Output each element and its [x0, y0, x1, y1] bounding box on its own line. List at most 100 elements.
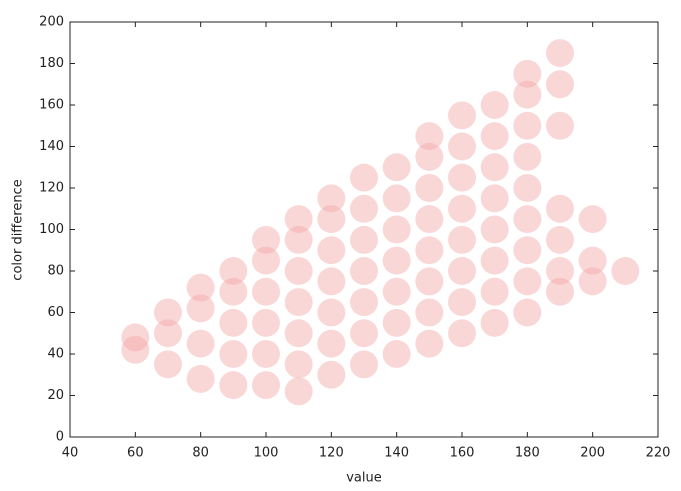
- data-point: [513, 80, 542, 109]
- x-tick-label: 100: [254, 446, 279, 461]
- x-tick-label: 60: [127, 446, 144, 461]
- data-point: [252, 277, 280, 306]
- data-point: [284, 205, 313, 234]
- data-point: [186, 364, 215, 393]
- data-point: [252, 308, 280, 337]
- data-point: [219, 371, 248, 400]
- data-point: [513, 174, 542, 202]
- data-point: [284, 377, 313, 406]
- data-point: [382, 215, 411, 244]
- data-point: [480, 184, 509, 213]
- y-tick-label: 120: [39, 181, 64, 196]
- data-point: [578, 205, 607, 234]
- x-tick-label: 180: [515, 446, 540, 461]
- data-point: [284, 288, 313, 317]
- data-point: [186, 273, 215, 302]
- data-point: [415, 122, 444, 151]
- data-point: [382, 277, 411, 306]
- data-point: [350, 257, 378, 285]
- data-point: [382, 340, 411, 368]
- data-point: [448, 194, 476, 223]
- data-point: [317, 205, 346, 234]
- data-point: [350, 319, 378, 348]
- y-tick-label: 60: [47, 305, 64, 320]
- data-point: [154, 298, 182, 327]
- y-tick-label: 0: [56, 430, 64, 445]
- data-point: [382, 246, 411, 275]
- data-point: [415, 267, 444, 296]
- data-point: [317, 236, 346, 265]
- x-tick-label: 160: [450, 446, 475, 461]
- data-point: [219, 257, 248, 285]
- data-point: [317, 298, 346, 327]
- data-point: [448, 257, 476, 285]
- data-point: [252, 225, 280, 254]
- x-tick-label: 140: [384, 446, 409, 461]
- data-point: [546, 225, 574, 254]
- data-point: [284, 257, 313, 285]
- data-point: [350, 194, 378, 223]
- data-point: [448, 132, 476, 161]
- data-point: [546, 111, 574, 140]
- data-point: [350, 163, 378, 192]
- data-point: [154, 350, 182, 379]
- data-point: [121, 335, 150, 364]
- data-point: [382, 153, 411, 182]
- data-point: [252, 246, 280, 275]
- data-point: [546, 277, 574, 306]
- data-point: [284, 350, 313, 379]
- data-point: [546, 194, 574, 223]
- data-point: [317, 329, 346, 358]
- data-point: [513, 111, 542, 140]
- data-point: [219, 308, 248, 337]
- data-point: [480, 246, 509, 275]
- data-point: [317, 267, 346, 296]
- data-point: [480, 91, 509, 119]
- data-point: [578, 246, 607, 275]
- data-point: [350, 288, 378, 317]
- data-point: [186, 294, 215, 323]
- data-point: [513, 236, 542, 265]
- data-point: [252, 340, 280, 368]
- data-point: [317, 360, 346, 389]
- data-point: [415, 329, 444, 358]
- data-point: [513, 59, 542, 88]
- y-tick-label: 200: [39, 15, 64, 30]
- y-tick-label: 140: [39, 139, 64, 154]
- data-point: [513, 298, 542, 327]
- data-point: [448, 319, 476, 348]
- data-point: [513, 267, 542, 296]
- data-point: [415, 142, 444, 171]
- data-point: [219, 277, 248, 306]
- data-point: [284, 319, 313, 348]
- data-point: [611, 257, 640, 285]
- y-tick-label: 160: [39, 98, 64, 113]
- data-point: [415, 236, 444, 265]
- data-point: [382, 184, 411, 213]
- data-point: [121, 323, 150, 352]
- data-point: [219, 340, 248, 368]
- data-point: [448, 225, 476, 254]
- data-point: [154, 319, 182, 348]
- x-tick-label: 80: [192, 446, 209, 461]
- x-tick-label: 220: [646, 446, 671, 461]
- data-point: [415, 205, 444, 234]
- data-point: [415, 298, 444, 327]
- y-axis-label: color difference: [11, 179, 26, 280]
- data-point: [186, 329, 215, 358]
- data-point: [284, 225, 313, 254]
- data-point: [546, 70, 574, 99]
- y-tick-label: 40: [47, 347, 64, 362]
- data-point: [513, 142, 542, 171]
- data-point: [448, 163, 476, 192]
- data-point: [317, 184, 346, 213]
- y-tick-label: 20: [47, 388, 64, 403]
- data-point: [480, 277, 509, 306]
- x-axis-label: value: [346, 471, 382, 486]
- data-point: [513, 205, 542, 234]
- data-point: [480, 122, 509, 151]
- data-point: [350, 350, 378, 379]
- y-tick-label: 180: [39, 56, 64, 71]
- data-point: [546, 39, 574, 68]
